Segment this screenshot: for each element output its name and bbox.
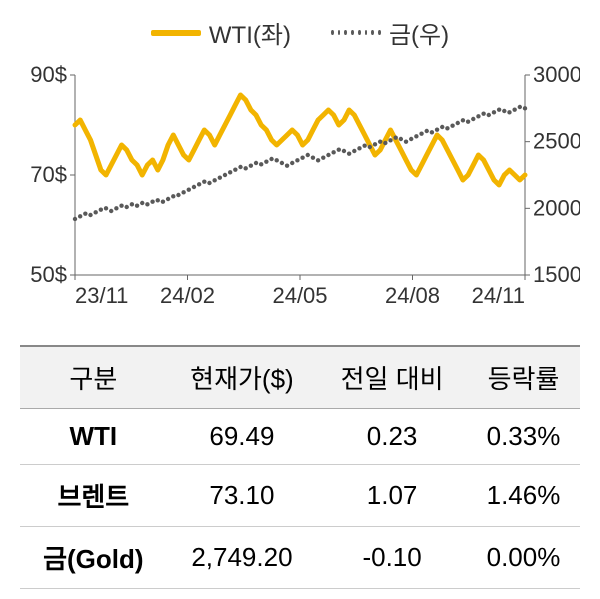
- table-cell: 0.33%: [467, 409, 580, 465]
- table-cell: 2,749.20: [167, 527, 318, 589]
- table-cell: 브렌트: [20, 465, 167, 527]
- svg-text:24/05: 24/05: [272, 283, 327, 308]
- legend-label-wti: WTI(좌): [209, 15, 291, 50]
- chart-legend: WTI(좌) 금(우): [20, 10, 580, 55]
- svg-text:50$: 50$: [30, 262, 67, 287]
- table-row: 금(Gold)2,749.20-0.100.00%: [20, 527, 580, 589]
- table-row: 브렌트73.101.071.46%: [20, 465, 580, 527]
- table-body: WTI69.490.230.33%브렌트73.101.071.46%금(Gold…: [20, 409, 580, 589]
- table-cell: -0.10: [317, 527, 467, 589]
- legend-item-gold: 금(우): [331, 15, 449, 50]
- table-header-cell: 전일 대비: [317, 346, 467, 409]
- svg-text:24/02: 24/02: [160, 283, 215, 308]
- price-chart: 50$ 70$ 90$ 1500$ 2000$ 2500$ 3000$ 23/11 24/02 2…: [20, 65, 580, 325]
- legend-swatch-gold: [331, 30, 381, 35]
- table-header-cell: 등락률: [467, 346, 580, 409]
- table-row: WTI69.490.230.33%: [20, 409, 580, 465]
- table-header-cell: 구분: [20, 346, 167, 409]
- svg-text:70$: 70$: [30, 162, 67, 187]
- table-cell: 0.23: [317, 409, 467, 465]
- svg-text:90$: 90$: [30, 65, 67, 87]
- table-cell: 0.00%: [467, 527, 580, 589]
- table-cell: 69.49: [167, 409, 318, 465]
- svg-text:24/11: 24/11: [472, 283, 525, 308]
- svg-text:24/08: 24/08: [385, 283, 440, 308]
- table-cell: 금(Gold): [20, 527, 167, 589]
- svg-text:2000$: 2000$: [533, 195, 580, 220]
- chart-svg: 50$ 70$ 90$ 1500$ 2000$ 2500$ 3000$ 23/11 24/02 2…: [20, 65, 580, 325]
- table-cell: 1.46%: [467, 465, 580, 527]
- svg-text:3000$: 3000$: [533, 65, 580, 87]
- table-cell: 73.10: [167, 465, 318, 527]
- table-cell: WTI: [20, 409, 167, 465]
- legend-label-gold: 금(우): [389, 15, 449, 50]
- table-header-cell: 현재가($): [167, 346, 318, 409]
- price-table: 구분현재가($)전일 대비등락률 WTI69.490.230.33%브렌트73.…: [20, 345, 580, 589]
- table-cell: 1.07: [317, 465, 467, 527]
- legend-swatch-wti: [151, 30, 201, 36]
- svg-text:1500$: 1500$: [533, 262, 580, 287]
- legend-item-wti: WTI(좌): [151, 15, 291, 50]
- table-header-row: 구분현재가($)전일 대비등락률: [20, 346, 580, 409]
- svg-text:23/11: 23/11: [75, 283, 128, 308]
- svg-text:2500$: 2500$: [533, 129, 580, 154]
